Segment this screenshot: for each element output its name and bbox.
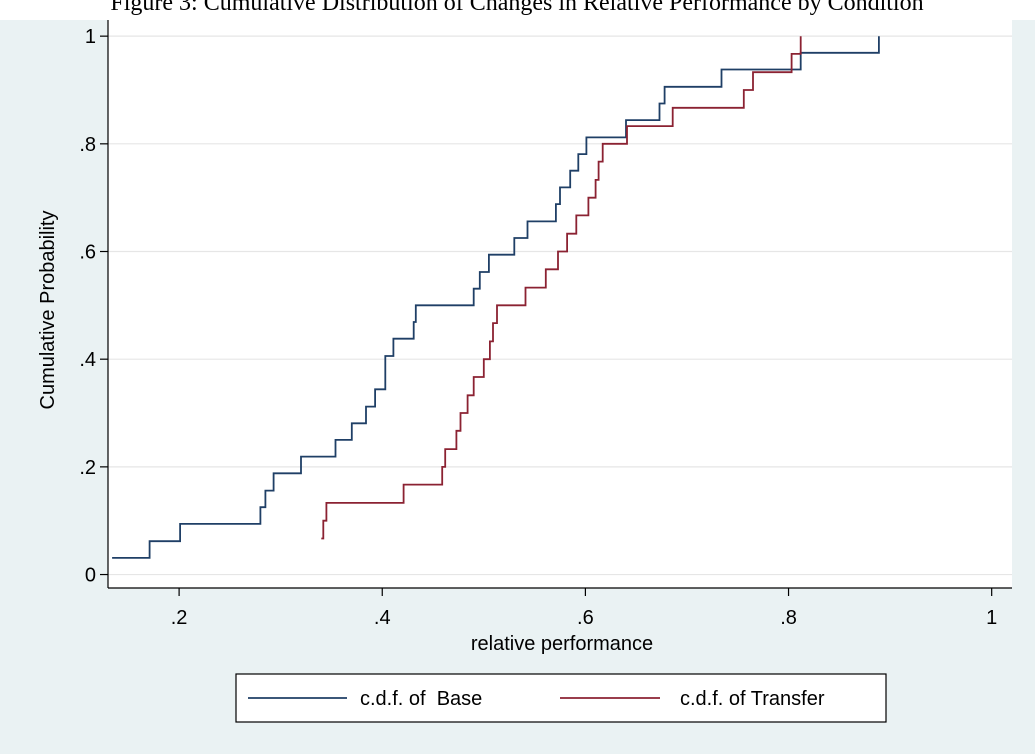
series-group	[112, 36, 880, 559]
x-tick-label-3: .8	[780, 607, 797, 629]
y-tick-label-3: .6	[79, 242, 96, 264]
legend: c.d.f. of Base c.d.f. of Transfer	[235, 673, 887, 723]
y-axis-title: Cumulative Probability	[37, 211, 59, 410]
legend-label-transfer: c.d.f. of Transfer	[680, 688, 825, 710]
x-axis-title: relative performance	[471, 633, 653, 655]
y-tick-label-1: .2	[79, 457, 96, 479]
legend-label-base: c.d.f. of Base	[360, 688, 482, 710]
y-tick-label-0: 0	[85, 565, 96, 587]
y-tick-label-4: .8	[79, 134, 96, 156]
series-line-transfer	[321, 36, 802, 540]
y-tick-label-2: .4	[79, 349, 96, 371]
series-line-base	[112, 36, 880, 559]
x-axis-ticks: .2 .4 .6 .8 1	[171, 588, 997, 629]
header-caption: Figure 3: Cumulative Distribution of Cha…	[110, 0, 923, 16]
grid-lines	[108, 35, 1012, 576]
x-tick-label-2: .6	[577, 607, 594, 629]
x-tick-label-1: .4	[374, 607, 391, 629]
x-tick-label-4: 1	[986, 607, 997, 629]
header-strip	[0, 0, 1035, 20]
y-axis-ticks: 0 .2 .4 .6 .8 1	[79, 26, 108, 587]
plot-area	[108, 20, 1012, 588]
x-tick-label-0: .2	[171, 607, 188, 629]
y-tick-label-5: 1	[85, 26, 96, 48]
